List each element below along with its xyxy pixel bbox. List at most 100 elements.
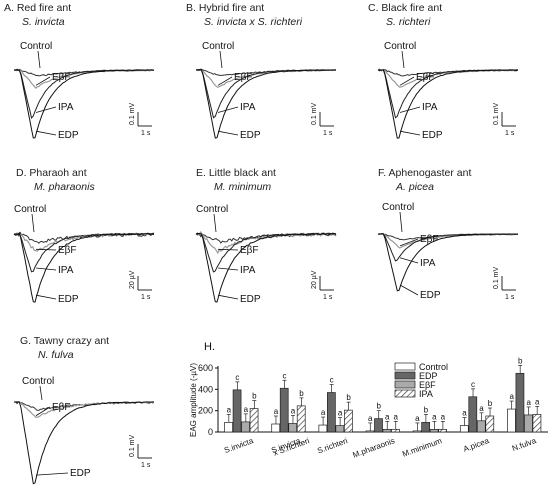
- panel-species: M. pharaonis: [34, 181, 95, 193]
- bar-ebf-4: [429, 428, 439, 433]
- bar-ebf-2: [335, 425, 345, 433]
- y-tick-label: 200: [198, 406, 213, 416]
- scale-bar: 0.1 mV 1 s: [493, 266, 516, 301]
- y-tick-label: 400: [198, 384, 213, 394]
- significance-letter: a: [535, 397, 540, 406]
- trace-edp: [195, 69, 337, 139]
- leader-line: [399, 284, 419, 296]
- trace-label-ctrl: Control: [20, 41, 52, 52]
- x-tick-label: S.richteri: [316, 436, 349, 455]
- trace-lines: [13, 401, 155, 485]
- leader-line: [399, 211, 403, 233]
- bar-ipa-6: [532, 414, 542, 433]
- bar-control-3: [365, 430, 375, 433]
- trace-label-ipa: IPA: [58, 102, 74, 113]
- trace-edp: [377, 69, 519, 139]
- trace-label-ipa: IPA: [420, 258, 436, 269]
- leader-line: [217, 130, 239, 136]
- trace-plot: Control EβF IPA EDP 0.1 mV 1 s: [13, 41, 155, 141]
- leader-line: [399, 106, 421, 113]
- trace-label-ctrl: Control: [382, 202, 414, 213]
- y-tick-label: 600: [198, 363, 213, 373]
- trace-label-edp: EDP: [240, 130, 261, 141]
- trace-plot: Control EβF IPA EDP 0.1 mV 1 s: [377, 41, 519, 141]
- panel-title: D. Pharaoh ant: [16, 167, 87, 179]
- leader-line: [35, 106, 57, 113]
- trace-label-ebf: EβF: [234, 72, 253, 83]
- significance-letter: c: [330, 376, 334, 385]
- leader-line: [39, 385, 43, 401]
- significance-letter: b: [518, 356, 523, 365]
- scale-voltage: 0.1 mV: [311, 102, 318, 125]
- trace-label-edp: EDP: [420, 290, 441, 301]
- scale-time: 1 s: [141, 130, 151, 137]
- trace-label-edp: EDP: [58, 294, 79, 305]
- trace-label-ctrl: Control: [14, 204, 46, 215]
- significance-letter: a: [274, 407, 279, 416]
- bar-control-5: [459, 425, 469, 433]
- bar-ebf-6: [524, 414, 533, 433]
- bar-edp-1: [279, 387, 289, 433]
- significance-letter: a: [509, 392, 514, 401]
- leader-line: [213, 213, 217, 233]
- significance-letter: a: [441, 412, 446, 421]
- bar-ipa-2: [344, 409, 353, 433]
- significance-letter: a: [244, 405, 249, 414]
- significance-letter: a: [415, 414, 420, 423]
- trace-label-ctrl: Control: [202, 41, 234, 52]
- bar-ipa-1: [296, 405, 306, 433]
- trace-edp: [14, 401, 155, 485]
- leader-line: [399, 130, 421, 136]
- significance-letter: a: [321, 408, 326, 417]
- trace-label-ebf: EβF: [58, 245, 77, 256]
- trace-label-edp: EDP: [240, 294, 261, 305]
- leader-line: [399, 238, 419, 247]
- bar-edp-2: [327, 392, 336, 433]
- leader-line: [35, 406, 51, 416]
- bar-ipa-4: [438, 428, 447, 433]
- significance-letter: c: [235, 373, 239, 382]
- legend-label: EβF: [419, 380, 436, 390]
- bar-control-6: [507, 408, 516, 433]
- trace-label-ipa: IPA: [422, 102, 438, 113]
- trace-plot: Control EβF IPA EDP 0.1 mV 1 s: [195, 41, 337, 141]
- bar-ebf-0: [241, 421, 250, 433]
- scale-voltage: 0.1 mV: [129, 102, 136, 125]
- y-axis-label: EAG amplitude (-µV): [189, 363, 198, 437]
- leader-line: [35, 130, 57, 136]
- scale-bar: 20 µV 1 s: [311, 270, 334, 301]
- bar-ipa-0: [249, 408, 259, 433]
- trace-label-ipa: IPA: [58, 265, 74, 276]
- bar-edp-3: [374, 418, 383, 433]
- leader-line: [35, 472, 69, 476]
- panel-species: A. picea: [396, 181, 434, 193]
- trace-edp: [377, 233, 519, 292]
- trace-label-ebf: EβF: [240, 245, 259, 256]
- leader-line: [31, 213, 35, 233]
- legend-swatch: [394, 362, 416, 371]
- trace-label-ebf: EβF: [420, 234, 439, 245]
- significance-letter: a: [368, 414, 373, 423]
- significance-letter: b: [377, 402, 382, 411]
- trace-label-ctrl: Control: [22, 376, 54, 387]
- significance-letter: a: [291, 406, 296, 415]
- trace-label-ctrl: Control: [196, 204, 228, 215]
- x-tick-label: M.minimum: [401, 436, 443, 459]
- trace-label-edp: EDP: [58, 130, 79, 141]
- x-tick-label: S.invicta: [223, 436, 255, 455]
- scale-voltage: 20 µV: [129, 270, 136, 289]
- x-tick-label: A.picea: [462, 436, 491, 454]
- trace-label-ipa: IPA: [240, 102, 256, 113]
- trace-lines: [13, 68, 155, 139]
- trace-label-ipa: IPA: [240, 265, 256, 276]
- panel-title: E. Little black ant: [196, 167, 276, 179]
- panel-species: S. invicta x S. richteri: [204, 16, 303, 28]
- leader-line: [35, 76, 51, 86]
- significance-letter: a: [526, 398, 531, 407]
- scale-time: 1 s: [505, 294, 515, 301]
- leader-line: [37, 50, 41, 69]
- panel-species: S. invicta: [22, 16, 65, 28]
- panel-title: G. Tawny crazy ant: [20, 335, 110, 347]
- x-tick-label: x S.richteri: [272, 436, 311, 457]
- trace-lines: [377, 233, 519, 292]
